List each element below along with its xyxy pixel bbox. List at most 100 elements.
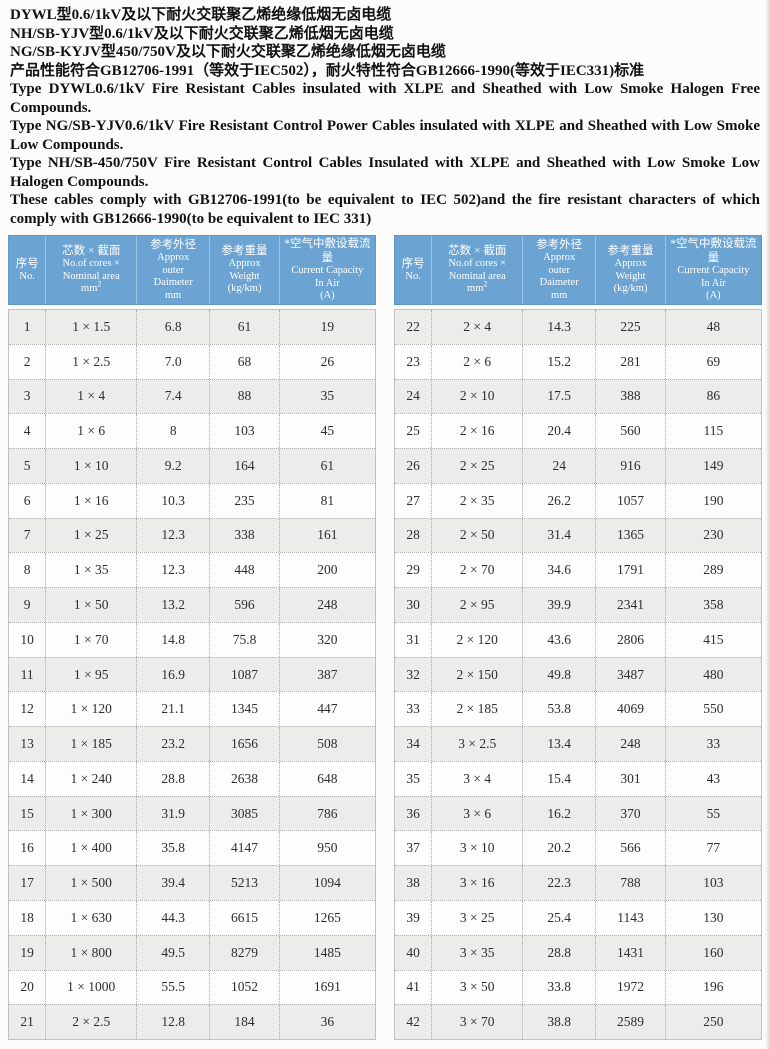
table-row: 36 3 × 6 16.2 370 55: [395, 795, 761, 831]
table-cell: 1 × 240: [46, 761, 138, 796]
table-cell: 1972: [596, 970, 666, 1005]
table-cell: 43.6: [523, 622, 597, 657]
table-cell: 3085: [210, 796, 280, 831]
table-cell: 230: [703, 527, 724, 543]
table-cell: 2 × 120: [432, 622, 524, 657]
table-cell: 338: [210, 518, 280, 553]
title-line-cn-4: 产品性能符合GB12706-1991（等效于IEC502），耐火特性符合GB12…: [10, 62, 645, 79]
table-cell: 200: [317, 562, 338, 578]
table-cell: 61: [320, 457, 335, 473]
table-cell: 53.8: [523, 692, 597, 727]
table-cell: 69: [706, 353, 721, 369]
column-header: 参考重量 Approx Weight (kg/km): [596, 236, 666, 304]
table-cell: 35.8: [137, 831, 211, 866]
table-cell: 480: [703, 666, 724, 682]
table-cell: 3 × 25: [432, 901, 524, 935]
column-header: *空气中敷设载流量 Current Capacity In Air (A): [284, 238, 371, 302]
table-cell: 44.3: [137, 901, 211, 935]
table-cell: 1 × 400: [46, 831, 138, 866]
table-cell: 415: [703, 631, 724, 647]
title-line-cn-3: NG/SB-KYJV型450/750V及以下耐火交联聚乙烯绝缘低烟无卤电缆: [10, 44, 446, 60]
column-header: 序号 No.: [395, 236, 433, 304]
scan-edge-shadow: [765, 0, 770, 1049]
table-cell: 508: [317, 736, 338, 752]
table-cell: 1 × 50: [46, 588, 138, 622]
table-cell: 1 × 6: [46, 414, 138, 449]
table-row: 26 2 × 25 24 916 149: [395, 448, 761, 483]
table-cell: 289: [703, 562, 724, 578]
table-cell: 33.8: [523, 970, 597, 1005]
table-cell: 788: [596, 866, 666, 901]
table-cell: 22: [395, 310, 433, 344]
table-cell: 1485: [313, 944, 341, 960]
table-row: 30 2 × 95 39.9 2341 358: [395, 587, 761, 622]
table-cell: 2 × 10: [432, 379, 524, 414]
table-cell: 45: [320, 423, 335, 439]
cable-spec-table-left: 序号 No. 芯数 × 截面 No.of cores × Nominal area mm2…: [8, 235, 376, 1040]
table-cell: 14: [9, 761, 47, 796]
table-cell: 448: [210, 553, 280, 588]
table-cell: 12.3: [137, 518, 211, 553]
table-cell: 12: [9, 692, 47, 727]
table-cell: 31.9: [137, 796, 211, 831]
table-row: 31 2 × 120 43.6 2806 415: [395, 621, 761, 657]
table-cell: 301: [596, 761, 666, 796]
table-cell: 12.8: [137, 1005, 211, 1040]
table-cell: 9: [9, 588, 47, 622]
table-cell: 49.8: [523, 657, 597, 692]
table-cell: 596: [210, 588, 280, 622]
table-cell: 2 × 70: [432, 553, 524, 588]
table-cell: 16: [9, 831, 47, 866]
description-paragraph-4: These cables comply with GB12706-1991(to…: [10, 192, 760, 227]
table-cell: 4069: [596, 692, 666, 727]
table-cell: 950: [317, 840, 338, 856]
column-header: 芯数 × 截面 No.of cores × Nominal area mm2: [46, 236, 138, 304]
table-cell: 1265: [313, 909, 341, 925]
table-cell: 1094: [313, 875, 341, 891]
table-cell: 916: [596, 449, 666, 483]
table-cell: 3 × 6: [432, 796, 524, 831]
table-cell: 42: [395, 1005, 433, 1040]
table-cell: 3 × 50: [432, 970, 524, 1005]
table-cell: 1 × 95: [46, 657, 138, 692]
table-cell: 28: [395, 518, 433, 553]
table-cell: 3 × 2.5: [432, 727, 524, 761]
table-cell: 86: [706, 388, 721, 404]
table-cell: 1143: [596, 901, 666, 935]
table-cell: 248: [317, 597, 338, 612]
description-paragraph-2: Type NG/SB-YJV0.6/1kV Fire Resistant Con…: [10, 118, 760, 153]
table-cell: 23.2: [137, 727, 211, 761]
table-cell: 33: [395, 692, 433, 727]
table-cell: 39.9: [523, 588, 597, 622]
table-row: 27 2 × 35 26.2 1057 190: [395, 482, 761, 518]
table-cell: 387: [317, 666, 338, 682]
table-cell: 115: [703, 423, 724, 439]
table-cell: 36: [320, 1014, 335, 1030]
table-cell: 1087: [210, 657, 280, 692]
column-header: *空气中敷设载流量 Current Capacity In Air (A): [670, 238, 757, 302]
table-cell: 33: [706, 736, 721, 752]
table-cell: 28.8: [137, 761, 211, 796]
table-cell: 4: [9, 414, 47, 449]
table-cell: 1 × 10: [46, 449, 138, 483]
table-cell: 1 × 25: [46, 518, 138, 553]
table-cell: 12.3: [137, 553, 211, 588]
table-cell: 164: [210, 449, 280, 483]
header-text-block: DYWL型0.6/1kV及以下耐火交联聚乙烯绝缘低烟无卤电缆 NH/SB-YJV…: [0, 0, 770, 228]
table-row: 24 2 × 10 17.5 388 86: [395, 378, 761, 414]
table-cell: 2 × 35: [432, 483, 524, 518]
table-row: 39 3 × 25 25.4 1143 130: [395, 900, 761, 935]
table-row: 42 3 × 70 38.8 2589 250: [395, 1004, 761, 1040]
table-cell: 17: [9, 866, 47, 901]
table-row: 22 2 × 4 14.3 225 48: [395, 310, 761, 344]
table-cell: 3487: [596, 657, 666, 692]
table-cell: 281: [596, 344, 666, 379]
table-cell: 5213: [210, 866, 280, 901]
table-cell: 77: [706, 840, 721, 856]
table-cell: 388: [596, 379, 666, 414]
table-cell: 3: [9, 379, 47, 414]
table-cell: 6615: [210, 901, 280, 935]
